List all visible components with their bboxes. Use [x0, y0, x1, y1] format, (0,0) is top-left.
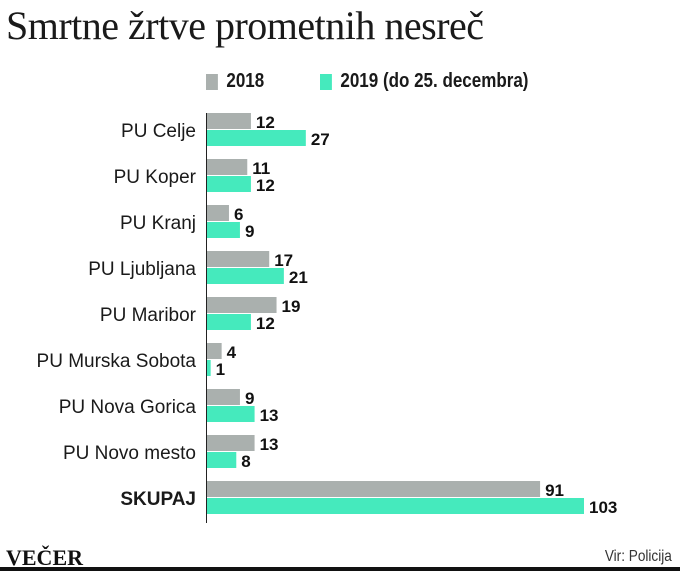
category-label: PU Murska Sobota — [37, 351, 197, 372]
category-label: PU Celje — [121, 121, 196, 142]
data-label: 21 — [289, 268, 308, 287]
bar-2018 — [207, 389, 240, 405]
data-label: 8 — [241, 452, 250, 471]
data-label: 4 — [227, 343, 237, 362]
bar-2019 — [207, 406, 255, 422]
data-label: 6 — [234, 205, 243, 224]
data-label: 9 — [245, 389, 254, 408]
data-label: 1 — [216, 360, 225, 379]
legend-item-2018: 2018 — [206, 70, 264, 93]
bar-2019 — [207, 130, 306, 146]
data-label: 27 — [311, 130, 330, 149]
bar-2019 — [207, 314, 251, 330]
category-label: PU Nova Gorica — [59, 397, 197, 418]
bar-2018 — [207, 113, 251, 129]
category-label: PU Koper — [114, 167, 197, 188]
legend-label: 2019 (do 25. decembra) — [340, 70, 529, 92]
data-label: 12 — [256, 176, 275, 195]
data-label: 91 — [545, 481, 564, 500]
category-label: PU Maribor — [100, 305, 197, 326]
bar-2019 — [207, 360, 211, 376]
bar-2019 — [207, 222, 240, 238]
chart-title: Smrtne žrtve prometnih nesreč — [6, 3, 484, 48]
data-label: 12 — [256, 113, 275, 132]
category-label: PU Kranj — [120, 213, 196, 234]
legend-swatch — [320, 73, 332, 90]
source-note: Vir: Policija — [604, 548, 672, 565]
legend-label: 2018 — [226, 70, 265, 92]
bar-2019 — [207, 268, 284, 284]
bottom-rule — [0, 567, 680, 571]
data-label: 103 — [589, 498, 617, 517]
data-label: 13 — [260, 435, 279, 454]
bar-2018 — [207, 297, 277, 313]
bar-2018 — [207, 481, 541, 497]
legend-swatch — [206, 73, 218, 90]
bar-2018 — [207, 159, 248, 175]
category-label: PU Novo mesto — [63, 443, 196, 464]
brand-logo: VEČER — [6, 545, 84, 570]
category-label: PU Ljubljana — [88, 259, 196, 280]
data-label: 9 — [245, 222, 254, 241]
data-label: 11 — [252, 159, 270, 178]
legend-item-2019: 2019 (do 25. decembra) — [320, 70, 528, 93]
bar-2018 — [207, 343, 222, 359]
category-label: SKUPAJ — [120, 489, 196, 510]
data-label: 12 — [256, 314, 275, 333]
bar-2019 — [207, 176, 251, 192]
bar-2019 — [207, 498, 584, 514]
bar-2018 — [207, 205, 229, 221]
bar-2019 — [207, 452, 237, 468]
data-label: 19 — [282, 297, 301, 316]
data-label: 13 — [260, 406, 279, 425]
bar-2018 — [207, 435, 255, 451]
bar-2018 — [207, 251, 270, 267]
data-label: 17 — [274, 251, 293, 270]
